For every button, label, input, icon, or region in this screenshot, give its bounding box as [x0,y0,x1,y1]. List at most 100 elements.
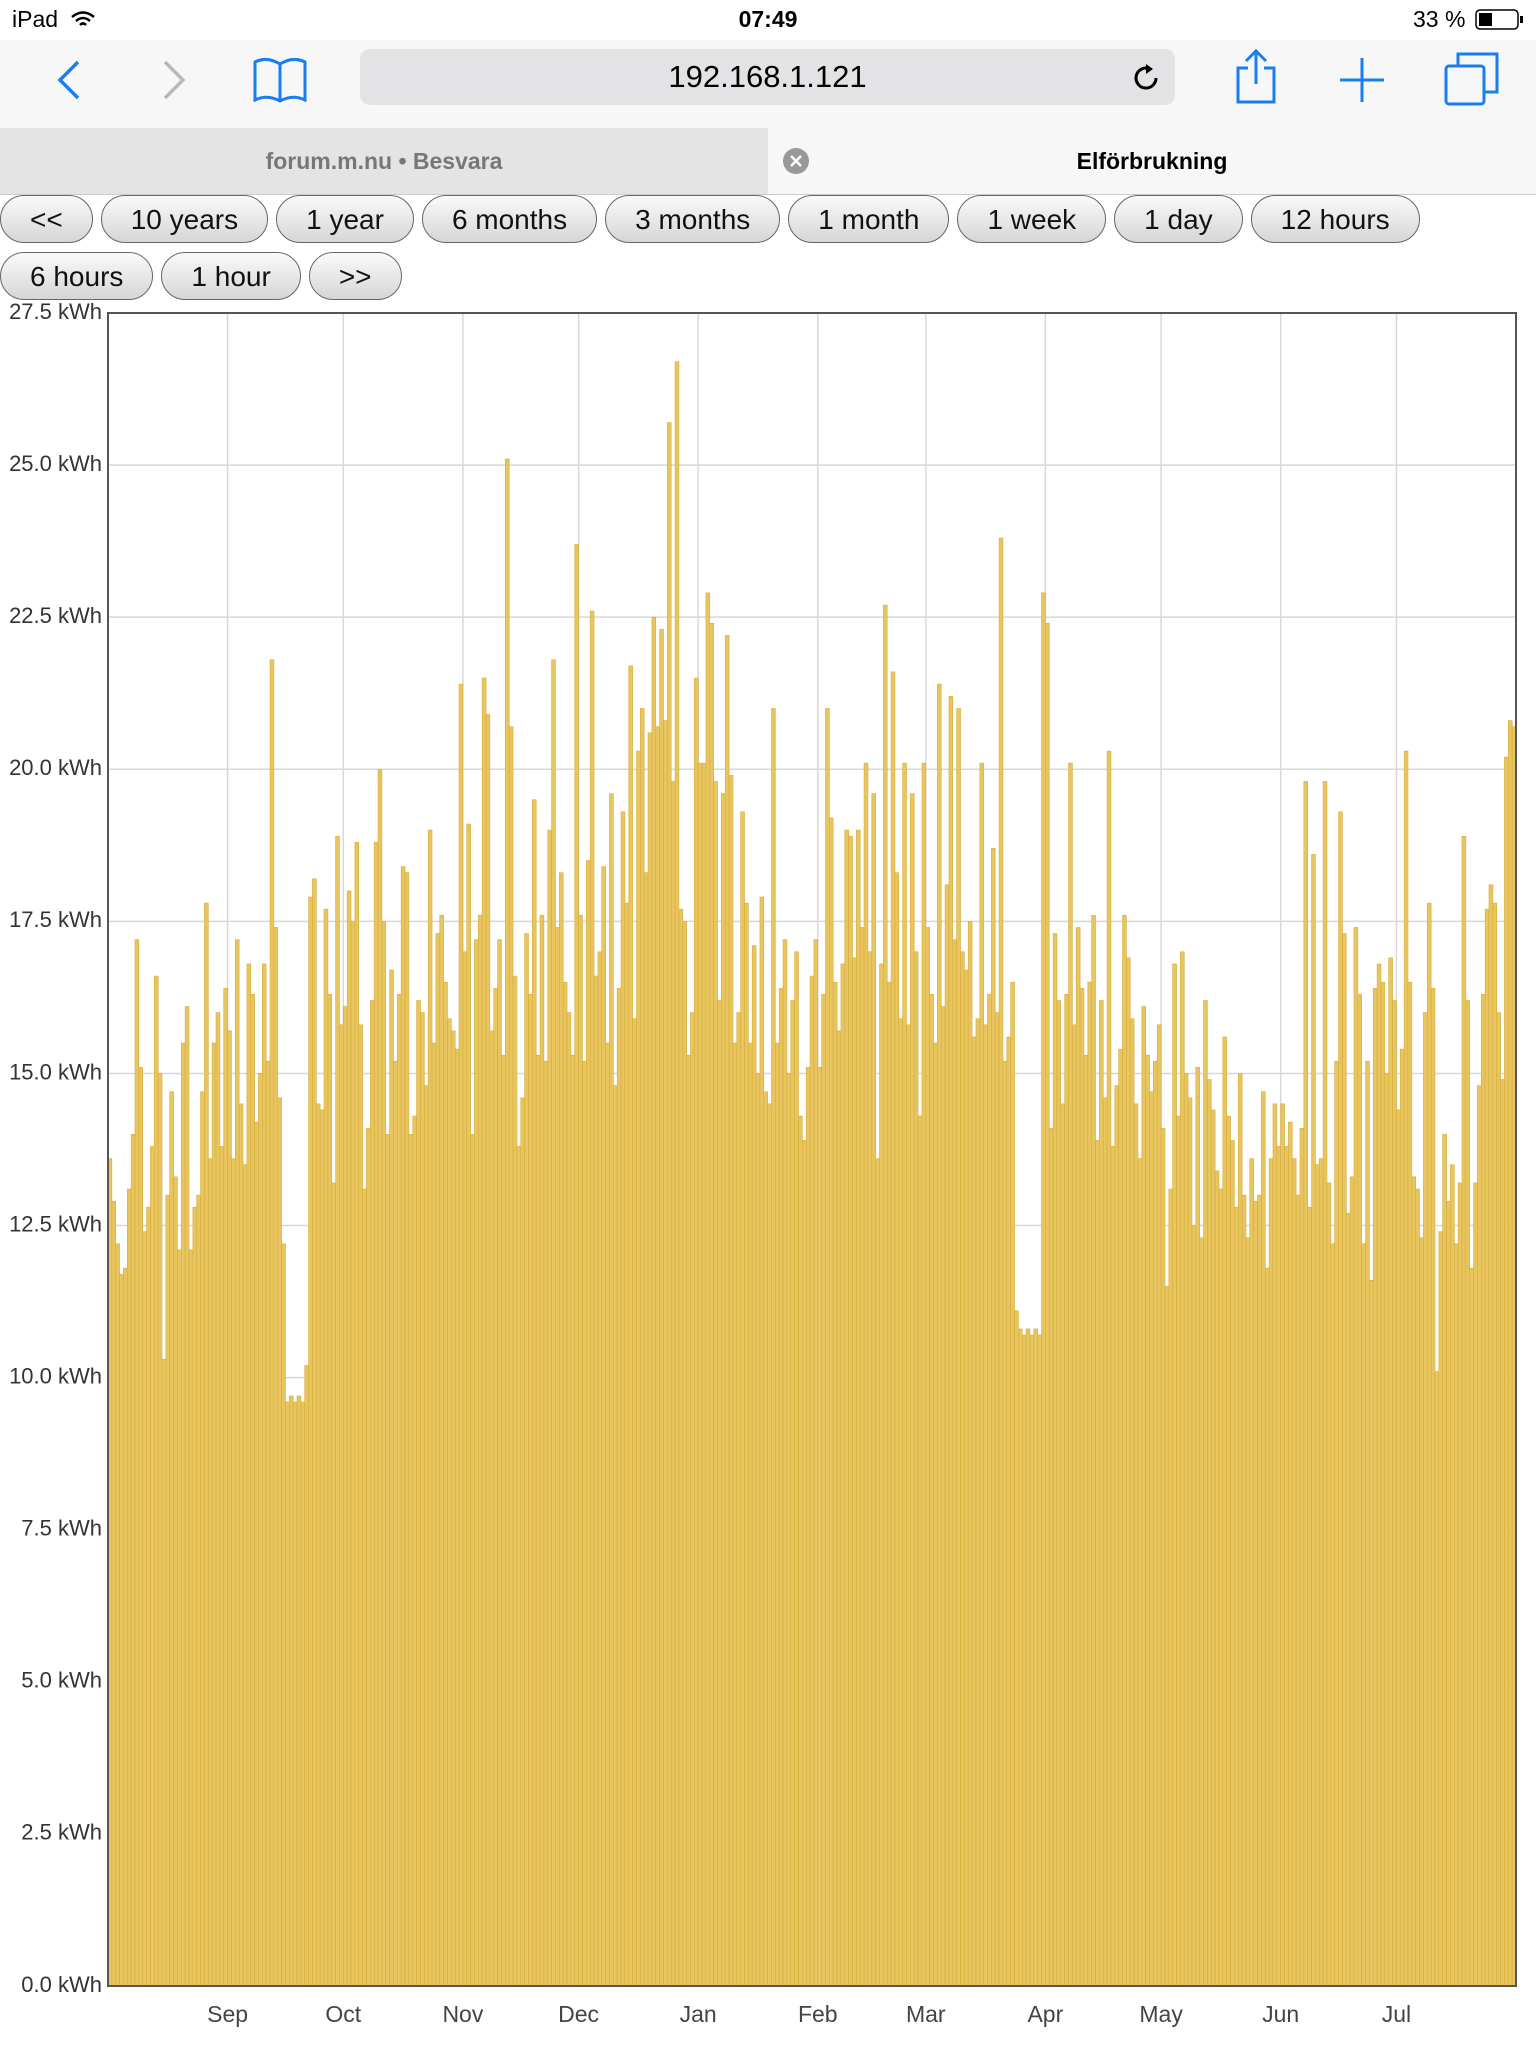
bar [1446,1200,1451,1987]
bar [694,677,699,1987]
bar [921,762,927,1987]
y-tick-label: 15.0 kWh [9,1059,102,1084]
bar [1469,1267,1474,1987]
bar [944,884,950,1987]
bar [570,1054,576,1987]
bar [111,1200,117,1987]
address-bar[interactable]: 192.168.1.121 [360,49,1175,105]
bar [1272,1103,1278,1987]
bar [1126,957,1131,1987]
bar [427,829,433,1987]
bar [593,975,599,1987]
range-button[interactable]: 1 day [1114,195,1243,243]
bar [1021,1334,1027,1987]
clock: 07:49 [738,6,798,32]
bar [346,890,352,1987]
bar [867,951,873,1987]
range-button[interactable]: << [0,195,93,243]
range-button[interactable]: 1 week [957,195,1107,243]
x-tick-label: Feb [798,2001,838,2027]
bar [751,945,757,1987]
bar [721,793,726,1987]
bar [366,1127,371,1987]
back-button[interactable] [50,58,90,102]
bar [381,921,387,1987]
bar [1164,1286,1170,1987]
bar [1315,1164,1320,1987]
bar [447,1018,452,1987]
range-button[interactable]: 6 months [421,195,598,243]
bar [898,1018,903,1987]
share-button[interactable] [1232,48,1280,106]
bar [790,1000,795,1987]
bar [1129,1018,1135,1987]
range-button[interactable]: 3 months [605,195,781,243]
range-button[interactable]: 1 month [788,195,950,243]
bar [1318,1158,1324,1987]
bar [161,1359,167,1987]
bar [643,872,649,1987]
bar [1083,1054,1089,1987]
range-button[interactable]: 10 years [100,195,269,243]
bar [169,1091,174,1987]
bar [1365,1060,1370,1987]
bar [632,1018,637,1987]
bar [400,866,406,1987]
bar [1461,835,1467,1987]
bookmarks-button[interactable] [252,56,308,104]
bar [115,1243,120,1987]
bar [393,1060,398,1987]
tab[interactable]: forum.m.nu • Besvara [0,128,768,194]
bar [1280,1103,1285,1987]
bar [362,1188,367,1987]
bar [1006,1036,1011,1987]
bar [1145,1054,1150,1987]
bar [350,921,356,1987]
bar [674,361,680,1987]
bar [609,793,614,1987]
bar [971,1036,977,1987]
bar [1133,1103,1139,1987]
bar [755,1073,761,1987]
bar [397,994,402,1987]
bar [663,720,668,1987]
bar [1172,963,1177,1987]
bar [562,981,568,1987]
bar [119,1273,124,1987]
bar [1222,1036,1227,1987]
range-button[interactable]: 1 year [276,195,414,243]
bar [354,841,360,1987]
new-tab-button[interactable] [1338,56,1386,104]
bar [836,1030,842,1987]
bar [859,927,865,1987]
bar [1199,1237,1204,1987]
bar [1488,884,1494,1987]
range-button[interactable]: >> [308,252,402,300]
bar [466,823,471,1987]
bar [501,1054,506,1987]
bar [1392,1000,1397,1987]
bar [917,1115,923,1987]
wifi-icon [71,11,95,26]
x-tick-label: Oct [325,2001,361,2027]
close-tab-button[interactable] [783,148,809,174]
tabs-button[interactable] [1444,52,1500,106]
bar [462,951,468,1987]
bar [871,793,876,1987]
bar [782,939,788,1987]
range-button[interactable]: 6 hours [0,252,154,300]
bar [582,1060,587,1987]
x-tick-label: Jan [680,2001,717,2027]
tab[interactable]: Elförbrukning [1076,148,1228,174]
bar [1399,1048,1405,1987]
bar [1110,1146,1116,1987]
bar [211,1042,217,1987]
bar [1153,1060,1158,1987]
bar [1045,622,1050,1987]
range-button[interactable]: 12 hours [1250,195,1420,243]
bar [748,1042,753,1987]
bar [1068,762,1073,1987]
reload-button[interactable] [1131,63,1161,93]
forward-button[interactable] [155,58,195,102]
range-button[interactable]: 1 hour [161,252,301,300]
